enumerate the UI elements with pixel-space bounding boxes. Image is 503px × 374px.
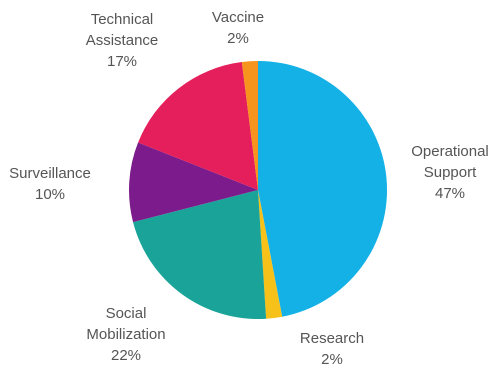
label-line: Research bbox=[300, 330, 364, 347]
label-line: Support bbox=[424, 164, 477, 181]
slice-social-mobilization bbox=[133, 190, 267, 320]
label-line: Technical bbox=[91, 11, 154, 28]
pie-labels: Operational Support 47% Research 2% Social Mob… bbox=[9, 9, 489, 368]
label-technical-assistance: Technical Assistance 17% bbox=[86, 11, 159, 70]
label-social-mobilization: Social Mobilization 22% bbox=[86, 305, 165, 364]
label-line: Surveillance bbox=[9, 165, 91, 182]
label-percent: 2% bbox=[227, 30, 249, 47]
label-operational-support: Operational Support 47% bbox=[411, 143, 489, 202]
label-vaccine: Vaccine 2% bbox=[212, 9, 264, 47]
label-line: Social bbox=[106, 305, 147, 322]
label-research: Research 2% bbox=[300, 330, 364, 368]
pie-slices bbox=[128, 61, 388, 320]
slice-vaccine bbox=[241, 61, 258, 190]
slice-research bbox=[258, 190, 283, 319]
slice-surveillance bbox=[128, 142, 258, 223]
slice-operational-support bbox=[258, 61, 388, 317]
label-percent: 10% bbox=[35, 186, 65, 203]
label-percent: 22% bbox=[111, 347, 141, 364]
label-line: Mobilization bbox=[86, 326, 165, 343]
slice-technical-assistance bbox=[138, 62, 258, 190]
label-line: Assistance bbox=[86, 32, 159, 49]
label-percent: 47% bbox=[435, 185, 465, 202]
label-percent: 17% bbox=[107, 53, 137, 70]
label-line: Vaccine bbox=[212, 9, 264, 26]
label-percent: 2% bbox=[321, 351, 343, 368]
label-surveillance: Surveillance 10% bbox=[9, 165, 91, 203]
label-line: Operational bbox=[411, 143, 489, 160]
